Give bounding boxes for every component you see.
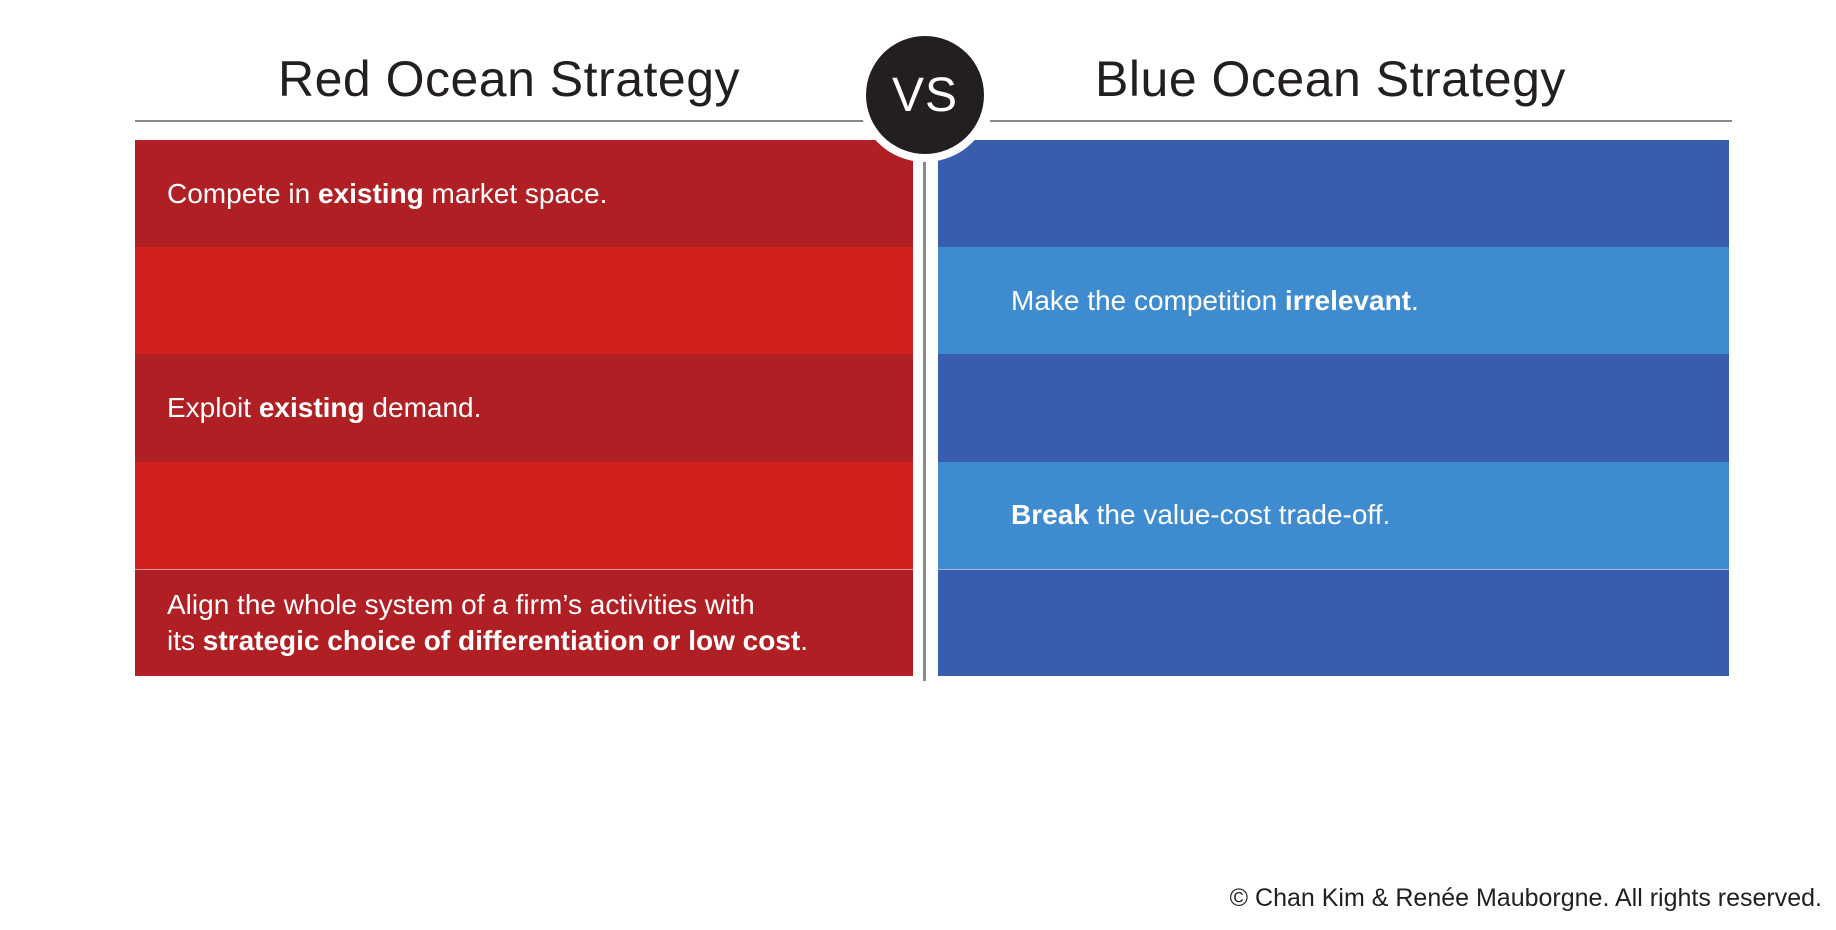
vs-badge: VS (866, 36, 984, 154)
red-row: Exploit existing demand. (135, 354, 913, 462)
red-row-text: Align the whole system of a firm’s activ… (167, 588, 808, 656)
blue-row (938, 568, 1729, 676)
red-row-text: Compete in existing market space. (167, 177, 608, 209)
copyright-notice: © Chan Kim & Renée Mauborgne. All rights… (1229, 884, 1822, 912)
red-row: Compete in existing market space. (135, 140, 913, 248)
blue-row (938, 140, 1729, 248)
blue-ocean-heading: Blue Ocean Strategy (1095, 51, 1566, 107)
red-row (135, 461, 913, 569)
center-divider (923, 150, 926, 681)
red-ocean-column: Compete in existing market space. Exploi… (135, 140, 913, 676)
right-heading-rule (990, 120, 1732, 122)
blue-row: Break the value-cost trade-off. (938, 461, 1729, 569)
blue-row: Make the competition irrelevant. (938, 247, 1729, 355)
red-row: Align the whole system of a firm’s activ… (135, 568, 913, 676)
blue-row-text: Make the competition irrelevant. (1011, 284, 1419, 316)
red-ocean-heading: Red Ocean Strategy (277, 51, 741, 107)
red-row-text: Exploit existing demand. (167, 391, 482, 423)
red-row (135, 247, 913, 355)
blue-row (938, 354, 1729, 462)
blue-ocean-column: Make the competition irrelevant. Break t… (938, 140, 1729, 676)
blue-row-text: Break the value-cost trade-off. (1011, 499, 1391, 531)
left-heading-rule (135, 120, 865, 122)
